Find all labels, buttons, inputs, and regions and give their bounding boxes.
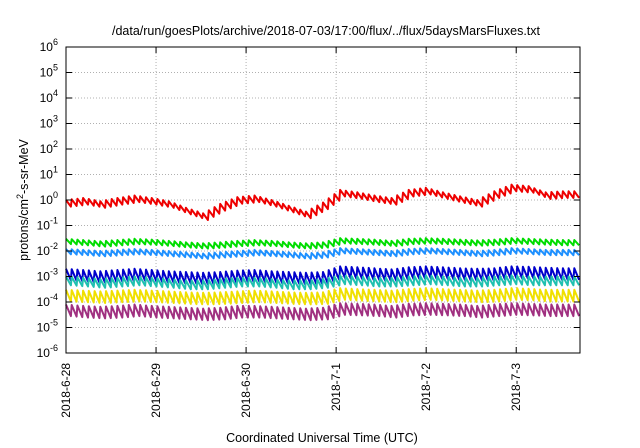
y-tick-label: 10-4: [37, 292, 58, 309]
y-tick-base: 10: [37, 321, 51, 335]
y-tick-base: 10: [40, 193, 54, 207]
y-tick-label: 105: [40, 63, 58, 80]
y-tick-base: 10: [40, 168, 54, 182]
y-tick-base: 10: [40, 91, 54, 105]
x-tick-label: 2018-7-2: [419, 363, 433, 411]
y-tick-exponent: 0: [53, 190, 58, 200]
x-tick-label: 2018-6-30: [239, 363, 253, 418]
axis-ticks: [65, 46, 580, 354]
series-line: [65, 274, 580, 291]
y-tick-base: 10: [37, 270, 51, 284]
y-tick-exponent: 2: [53, 139, 58, 149]
y-tick-base: 10: [37, 219, 51, 233]
y-tick-exponent: -4: [50, 292, 58, 302]
y-tick-exponent: 5: [53, 63, 58, 73]
y-label-part: -s-sr-MeV: [17, 138, 31, 194]
x-axis-label: Coordinated Universal Time (UTC): [226, 431, 418, 445]
chart-title: /data/run/goesPlots/archive/2018-07-03/1…: [112, 24, 541, 38]
y-tick-exponent: 1: [53, 165, 58, 175]
y-tick-base: 10: [37, 244, 51, 258]
y-tick-exponent: -2: [50, 241, 58, 251]
y-tick-label: 104: [40, 88, 58, 105]
series-line: [65, 183, 580, 221]
y-tick-base: 10: [37, 346, 51, 360]
y-axis-label: protons/cm2-s-sr-MeV: [15, 138, 31, 260]
x-tick-label: 2018-7-1: [329, 363, 343, 411]
y-tick-base: 10: [40, 40, 54, 54]
y-tick-label: 10-5: [37, 318, 58, 335]
y-tick-exponent: -3: [50, 267, 58, 277]
y-tick-base: 10: [40, 66, 54, 80]
y-tick-exponent: 4: [53, 88, 58, 98]
y-tick-exponent: -6: [50, 343, 58, 353]
series-lines: [65, 183, 581, 322]
y-tick-base: 10: [37, 295, 51, 309]
series-line: [65, 287, 581, 306]
y-tick-exponent: 3: [53, 114, 58, 124]
y-tick-label: 10-6: [37, 343, 58, 360]
y-tick-label: 106: [40, 37, 58, 54]
y-tick-base: 10: [40, 142, 54, 156]
x-tick-label: 2018-7-3: [509, 363, 523, 411]
y-tick-label: 102: [40, 139, 58, 156]
y-tick-exponent: -1: [50, 216, 58, 226]
series-line: [65, 302, 581, 322]
y-label-part: protons/cm: [17, 199, 31, 261]
series-line: [65, 247, 580, 260]
y-label-superscript: 2: [15, 194, 25, 199]
x-tick-label: 2018-6-29: [149, 363, 163, 418]
y-tick-exponent: -5: [50, 318, 58, 328]
y-tick-label: 103: [40, 114, 58, 131]
y-tick-label: 10-1: [37, 216, 58, 233]
y-tick-label: 100: [40, 190, 58, 207]
y-tick-base: 10: [40, 117, 54, 131]
x-tick-labels: 2018-6-28 2018-6-29 2018-6-30 2018-7-1 2018-…: [59, 363, 523, 418]
y-tick-label: 101: [40, 165, 58, 182]
x-tick-label: 2018-6-28: [59, 363, 73, 418]
y-tick-label: 10-3: [37, 267, 58, 284]
series-line: [65, 237, 580, 250]
y-tick-exponent: 6: [53, 37, 58, 47]
y-tick-labels: 10-610-510-410-310-210-11001011021031041…: [37, 37, 58, 360]
y-tick-label: 10-2: [37, 241, 58, 258]
